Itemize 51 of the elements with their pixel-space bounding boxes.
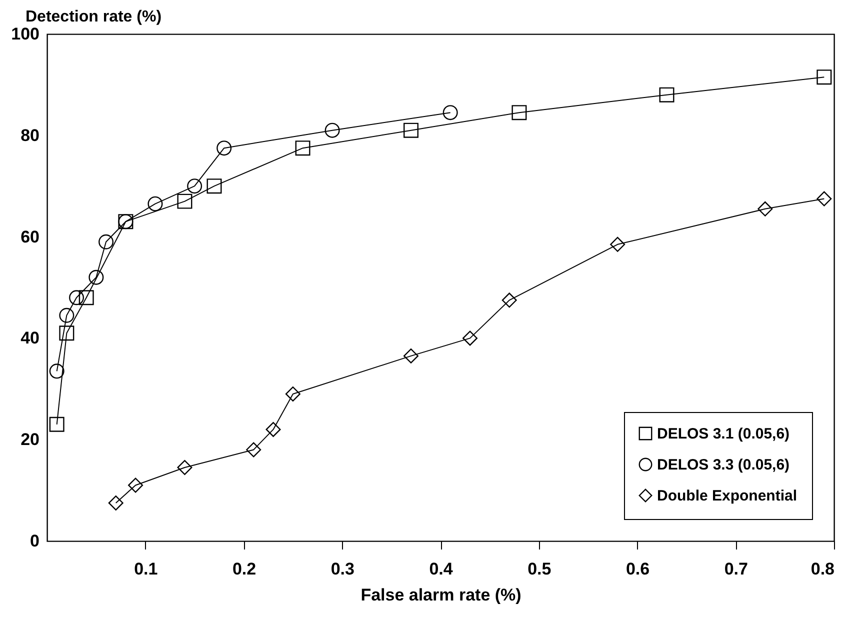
point (78, 290, 94, 306)
x-tick-label: 0.2 (232, 560, 256, 578)
point (403, 122, 418, 138)
point (246, 442, 262, 458)
point (177, 194, 192, 209)
point (816, 191, 832, 206)
x-tick-label: 0.5 (528, 560, 552, 578)
point (49, 364, 64, 379)
point (206, 178, 222, 194)
point (128, 478, 144, 493)
point (758, 201, 773, 216)
x-tick-label: 0.1 (134, 560, 158, 578)
point (462, 330, 478, 346)
point (285, 386, 300, 402)
x-tick-label: 0.8 (810, 560, 834, 578)
point (502, 292, 517, 308)
point (403, 348, 418, 364)
point (59, 308, 74, 323)
point (659, 87, 674, 102)
point (177, 460, 192, 475)
y-tick-label: 20 (20, 430, 40, 450)
x-axis-title: False alarm rate (%) (360, 586, 522, 604)
point (216, 140, 232, 156)
y-tick-label: 40 (20, 328, 40, 348)
y-tick-label: 80 (20, 126, 40, 145)
point (610, 236, 626, 252)
x-tick-label: 0.6 (626, 560, 650, 578)
point (266, 422, 281, 437)
y-tick-label: 60 (20, 227, 40, 246)
legend-label: DELOS 3.3 (0.05,6) (657, 456, 790, 474)
point (108, 495, 124, 510)
point (98, 234, 114, 250)
x-tick-label: 0.3 (330, 560, 354, 578)
point (324, 122, 340, 138)
legend-label: DELOS 3.1 (0.05,6) (657, 426, 790, 442)
point (512, 105, 527, 120)
x-tick-label: 0.4 (429, 560, 454, 578)
y-axis-title: Detection rate (%) (26, 8, 162, 26)
y-tick-label: 0 (30, 532, 40, 550)
point (816, 70, 832, 85)
point (59, 326, 74, 341)
x-tick-label: 0.7 (724, 560, 748, 578)
y-tick-label: 100 (11, 24, 40, 44)
point (148, 196, 163, 212)
point (49, 416, 64, 432)
point (69, 290, 84, 306)
point (88, 270, 104, 285)
legend-label: Double Exponential (657, 488, 798, 504)
point (442, 105, 458, 120)
point (187, 178, 202, 194)
point (295, 140, 310, 156)
